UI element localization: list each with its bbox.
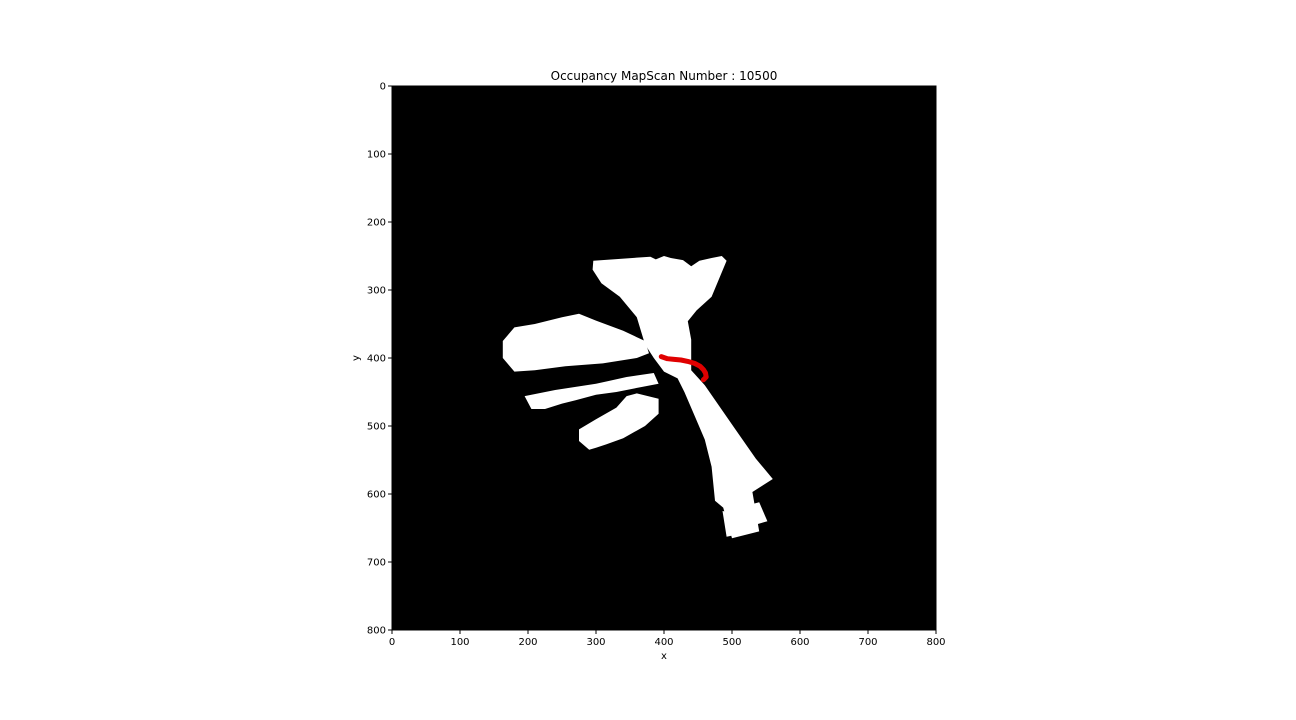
free-space-region (592, 256, 773, 539)
y-tick-label: 100 (367, 150, 386, 161)
free-space-region (502, 313, 649, 372)
x-axis-label: x (661, 651, 667, 662)
x-tick-label: 700 (858, 637, 877, 648)
y-tick-label: 200 (367, 218, 386, 229)
free-space-region (524, 373, 659, 409)
x-tick-label: 400 (654, 637, 673, 648)
y-tick-label: 300 (367, 286, 386, 297)
y-tick-label: 0 (380, 82, 386, 93)
free-space-layer (502, 256, 773, 539)
x-tick-label: 800 (926, 637, 945, 648)
x-axis: 0 100 200 300 400 500 600 700 800 (389, 630, 946, 648)
plot-area (391, 85, 937, 631)
free-space-region (579, 393, 659, 450)
free-space-region (722, 511, 737, 537)
x-tick-label: 0 (389, 637, 395, 648)
y-tick-label: 700 (367, 558, 386, 569)
y-tick-label: 400 (367, 354, 386, 365)
y-axis-label: y (351, 355, 362, 361)
y-tick-label: 800 (367, 626, 386, 637)
x-tick-label: 300 (586, 637, 605, 648)
robot-path (658, 354, 709, 383)
chart-title: Occupancy MapScan Number : 10500 (551, 69, 778, 83)
y-axis: 0 100 200 300 400 500 600 700 800 (367, 82, 392, 637)
x-tick-label: 600 (790, 637, 809, 648)
free-space-region (738, 502, 768, 527)
x-tick-label: 100 (450, 637, 469, 648)
y-tick-label: 500 (367, 422, 386, 433)
y-tick-label: 600 (367, 490, 386, 501)
x-tick-label: 200 (518, 637, 537, 648)
x-tick-label: 500 (722, 637, 741, 648)
